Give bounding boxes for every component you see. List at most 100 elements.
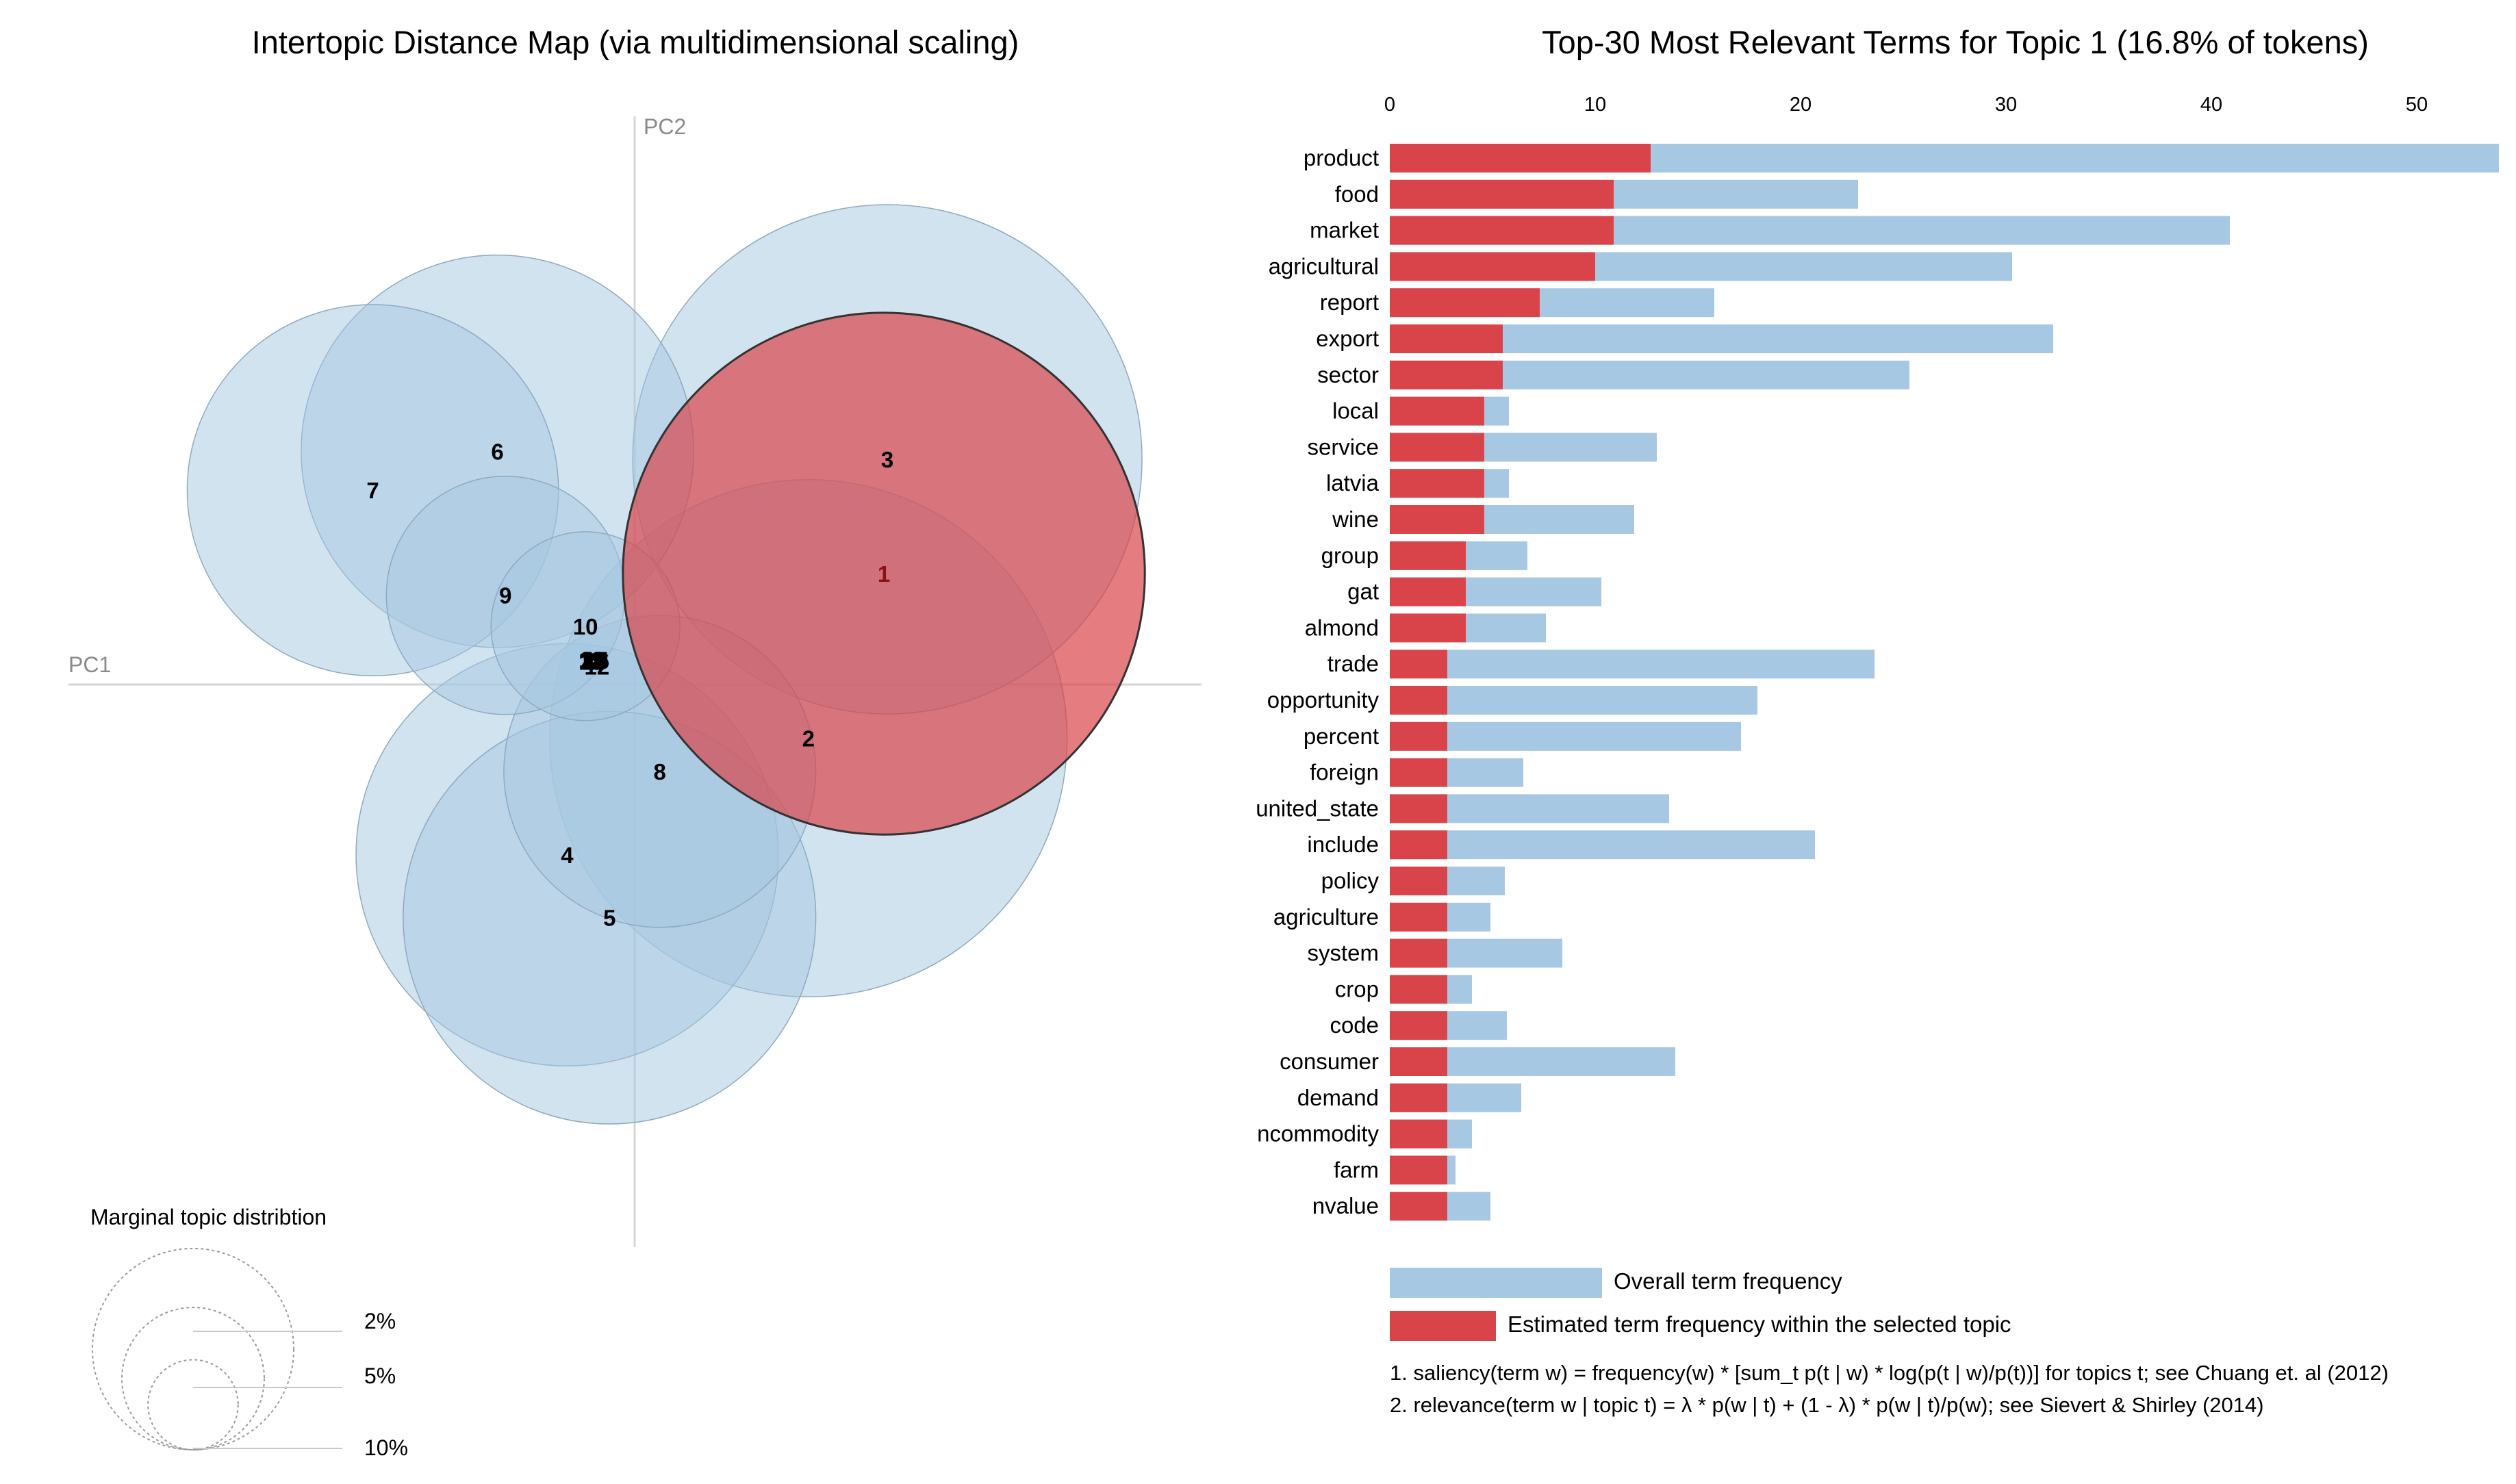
intertopic-distance-map: Intertopic Distance Map (via multidimens… xyxy=(68,24,1202,1460)
term-label-crop[interactable]: crop xyxy=(1335,976,1379,1001)
legend-swatch-1 xyxy=(1390,1311,1496,1341)
topic-label-2: 2 xyxy=(802,726,815,751)
topic-bar-trade[interactable] xyxy=(1390,650,1447,679)
topic-label-6: 6 xyxy=(491,439,503,464)
term-label-wine[interactable]: wine xyxy=(1332,507,1379,532)
topic-bar-percent[interactable] xyxy=(1390,721,1447,751)
overall-bar-percent[interactable] xyxy=(1390,721,1741,751)
term-label-gat[interactable]: gat xyxy=(1347,579,1379,604)
x-axis-ticks: 0 10 20 30 40 50 xyxy=(1384,94,2428,116)
topic-label-17: 17 xyxy=(582,650,607,675)
topic-bar-opportunity[interactable] xyxy=(1390,686,1447,715)
term-label-report[interactable]: report xyxy=(1320,290,1379,315)
x-tick-0: 0 xyxy=(1384,94,1395,116)
topic-label-3: 3 xyxy=(881,447,893,472)
term-label-product[interactable]: product xyxy=(1304,145,1379,170)
topic-label-14: 14 xyxy=(581,648,607,674)
x-tick-10: 10 xyxy=(1584,94,1606,116)
legend-label-0: Overall term frequency xyxy=(1614,1268,1842,1294)
topic-bubble-1[interactable] xyxy=(622,311,1146,836)
topic-label-1: 1 xyxy=(878,561,890,587)
term-label-export[interactable]: export xyxy=(1316,326,1379,351)
topic-bar-farm[interactable] xyxy=(1390,1155,1447,1185)
term-label-almond[interactable]: almond xyxy=(1305,615,1379,640)
topic-bar-crop[interactable] xyxy=(1390,975,1447,1004)
x-tick-30: 30 xyxy=(1995,94,2017,116)
saliency-note: 1. saliency(term w) = frequency(w) * [su… xyxy=(1390,1361,2389,1385)
topic-bar-latvia[interactable] xyxy=(1390,469,1484,498)
term-label-system[interactable]: system xyxy=(1307,941,1379,966)
term-label-agriculture[interactable]: agriculture xyxy=(1273,904,1379,930)
topic-bar-nvalue[interactable] xyxy=(1390,1192,1447,1221)
term-label-united_state[interactable]: united_state xyxy=(1256,795,1379,821)
term-label-food[interactable]: food xyxy=(1335,181,1379,207)
relevance-note: 2. relevance(term w | topic t) = λ * p(w… xyxy=(1390,1393,2264,1417)
topic-label-15: 15 xyxy=(583,647,609,672)
topic-bar-almond[interactable] xyxy=(1390,613,1466,643)
x-tick-50: 50 xyxy=(2406,94,2428,116)
term-label-policy[interactable]: policy xyxy=(1321,868,1380,893)
size-legend-label-2: 10% xyxy=(364,1435,408,1460)
term-label-agricultural[interactable]: agricultural xyxy=(1269,253,1379,279)
overall-bar-trade[interactable] xyxy=(1390,650,1875,679)
size-legend-circle-1 xyxy=(121,1307,265,1450)
term-label-consumer[interactable]: consumer xyxy=(1280,1049,1379,1074)
term-label-sector[interactable]: sector xyxy=(1317,362,1379,387)
term-label-latvia[interactable]: latvia xyxy=(1326,470,1380,496)
term-label-include[interactable]: include xyxy=(1307,832,1379,857)
pc2-axis-label: PC2 xyxy=(644,114,686,139)
term-label-code[interactable]: code xyxy=(1330,1012,1379,1038)
topic-bar-code[interactable] xyxy=(1390,1011,1447,1040)
topic-bar-food[interactable] xyxy=(1390,179,1614,209)
topic-bar-product[interactable] xyxy=(1390,144,1651,172)
relevant-terms-bar-chart: Top-30 Most Relevant Terms for Topic 1 (… xyxy=(1256,24,2499,1417)
topic-label-18: 18 xyxy=(579,650,604,675)
topic-bar-include[interactable] xyxy=(1390,830,1447,860)
topic-label-11: 11 xyxy=(581,648,605,674)
topic-bar-market[interactable] xyxy=(1390,216,1614,245)
term-label-ncommodity[interactable]: ncommodity xyxy=(1257,1121,1379,1147)
topic-bar-export[interactable] xyxy=(1390,324,1503,353)
overall-bar-opportunity[interactable] xyxy=(1390,686,1757,715)
size-legend-circle-0 xyxy=(147,1359,239,1450)
topic-bar-policy[interactable] xyxy=(1390,867,1447,895)
topic-bar-wine[interactable] xyxy=(1390,505,1484,534)
size-legend-circle-2 xyxy=(91,1247,295,1451)
legend-swatch-0 xyxy=(1390,1268,1602,1298)
term-label-market[interactable]: market xyxy=(1310,218,1379,243)
topic-bar-report[interactable] xyxy=(1390,288,1540,318)
size-legend-title: Marginal topic distribtion xyxy=(90,1205,327,1229)
topic-bar-service[interactable] xyxy=(1390,433,1484,462)
topic-bar-ncommodity[interactable] xyxy=(1390,1119,1447,1149)
term-bars: product food market agricultural report expor… xyxy=(1256,144,2499,1221)
term-label-nvalue[interactable]: nvalue xyxy=(1312,1193,1379,1218)
topic-bar-consumer[interactable] xyxy=(1390,1047,1447,1076)
size-legend-circles: 2% 5% 10% xyxy=(91,1247,408,1460)
term-label-percent[interactable]: percent xyxy=(1304,724,1379,749)
term-label-opportunity[interactable]: opportunity xyxy=(1267,687,1380,713)
term-label-trade[interactable]: trade xyxy=(1327,651,1379,676)
topic-bar-group[interactable] xyxy=(1390,541,1466,570)
term-label-service[interactable]: service xyxy=(1307,434,1379,459)
term-label-local[interactable]: local xyxy=(1332,398,1379,424)
topic-label-7: 7 xyxy=(366,478,379,503)
topic-bar-sector[interactable] xyxy=(1390,360,1503,389)
topic-bar-local[interactable] xyxy=(1390,396,1484,426)
topic-bar-agriculture[interactable] xyxy=(1390,902,1447,932)
term-label-demand[interactable]: demand xyxy=(1297,1085,1379,1110)
bar-chart-title: Top-30 Most Relevant Terms for Topic 1 (… xyxy=(1542,24,2369,60)
overall-bar-include[interactable] xyxy=(1390,830,1815,860)
term-label-farm[interactable]: farm xyxy=(1334,1157,1379,1182)
term-label-group[interactable]: group xyxy=(1321,543,1379,568)
topic-bar-gat[interactable] xyxy=(1390,577,1466,606)
topic-label-12: 12 xyxy=(585,654,610,679)
term-label-foreign[interactable]: foreign xyxy=(1310,760,1379,785)
topic-bar-system[interactable] xyxy=(1390,938,1447,968)
topic-bar-agricultural[interactable] xyxy=(1390,252,1595,281)
pc1-axis-label: PC1 xyxy=(68,652,111,677)
topic-label-9: 9 xyxy=(499,583,511,609)
topic-bar-demand[interactable] xyxy=(1390,1083,1447,1112)
topic-bar-united_state[interactable] xyxy=(1390,794,1447,823)
topic-bar-foreign[interactable] xyxy=(1390,758,1447,787)
x-tick-40: 40 xyxy=(2200,94,2222,116)
